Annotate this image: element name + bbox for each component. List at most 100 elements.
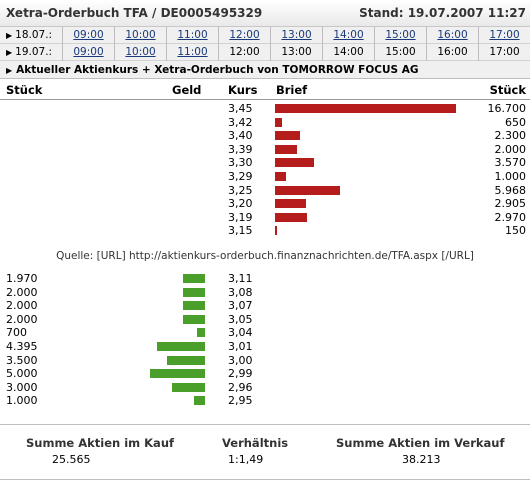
ask-price: 3,30 [228,156,253,170]
ask-row: 3,40 2.300 [0,129,530,143]
ask-row: 3,42 650 [0,116,530,130]
ask-volume-bar [275,199,307,209]
ask-volume-bar [275,117,283,127]
bid-volume-bar [183,287,205,297]
time-link[interactable]: 11:00 [166,44,218,61]
bid-row: 1.000 2,95 [0,394,530,408]
time-link[interactable]: 12:00 [218,27,270,44]
time-row-date: ▶ 18.07.: [6,29,52,41]
time-link[interactable]: 09:00 [62,27,114,44]
ask-row: 3,15 150 [0,224,530,238]
triangle-right-icon: ▶ [6,31,13,40]
bid-volume-bar [183,301,205,311]
ask-price: 3,29 [228,170,253,183]
column-headers: Stück Geld Kurs Brief Stück [0,81,530,100]
time-label: 13:00 [270,44,322,61]
bid-row: 4.395 3,01 [0,340,530,354]
ask-price: 3,40 [228,129,253,143]
bid-row: 5.000 2,99 [0,367,530,381]
ask-row: 3,19 2.970 [0,211,530,225]
ask-volume-bar [275,104,456,113]
bid-price: 2,99 [228,367,253,381]
ask-volume-bar [275,172,286,181]
bid-quantity: 3.000 [6,380,38,394]
bid-quantity: 2.000 [6,299,38,313]
ask-price: 3,42 [228,115,253,129]
ask-quantity: 2.300 [494,129,527,143]
ask-volume-bar [275,226,277,236]
ask-price: 3,45 [228,102,253,115]
time-link[interactable]: 14:00 [322,27,374,44]
ask-price: 3,39 [228,142,253,156]
time-link[interactable]: 16:00 [426,27,478,44]
ask-quantity: 2.905 [494,197,527,211]
bid-price: 3,01 [228,340,253,353]
summary-verkauf-value: 38.213 [402,453,441,466]
bid-volume-bar [156,342,205,351]
ask-row: 3,25 5.968 [0,184,530,198]
bid-row: 1.970 3,11 [0,272,530,286]
col-stueck-right: Stück [489,83,526,97]
time-link[interactable]: 10:00 [114,44,166,61]
time-label: 17:00 [478,44,530,61]
time-row-date: ▶ 19.07.: [6,46,52,58]
triangle-right-icon: ▶ [6,66,13,75]
bid-volume-bar [194,396,205,406]
ask-quantity: 3.570 [494,156,527,170]
bid-quantity: 1.000 [6,394,38,408]
bid-quantity: 1.970 [6,272,38,285]
bid-quantity: 3.500 [6,353,38,367]
bid-row: 3.000 2,96 [0,381,530,395]
time-link[interactable]: 09:00 [62,44,114,61]
page-title: Xetra-Orderbuch TFA / DE0005495329 [6,6,263,20]
ask-quantity: 16.700 [487,102,527,115]
time-label: 12:00 [218,44,270,61]
ask-row: 3,30 3.570 [0,156,530,170]
bid-volume-bar [150,369,205,379]
bid-volume-bar [166,355,205,365]
ask-volume-bar [275,144,297,154]
ask-volume-bar [275,185,340,195]
ask-quantity: 150 [505,224,526,238]
bid-price: 2,96 [228,380,253,394]
ask-price: 3,25 [228,183,253,197]
triangle-right-icon: ▶ [6,48,13,57]
bid-price: 3,04 [228,326,253,340]
ask-volume-bar [275,212,308,222]
bid-price: 3,08 [228,285,253,299]
time-row: ▶ 19.07.: 09:00 10:00 11:00 12:00 13:00 14:00 15… [0,44,530,61]
source-line: Quelle: [URL] http://aktienkurs-orderbuc… [56,250,474,262]
bid-quantity: 2.000 [6,312,38,326]
time-label: 16:00 [426,44,478,61]
ask-quantity: 2.970 [494,210,527,224]
date-label: 19.07.: [15,46,53,58]
time-label: 15:00 [374,44,426,61]
bid-price: 2,95 [228,394,253,408]
bid-row: 700 3,04 [0,326,530,340]
summary-verhaeltnis-label: Verhältnis [222,436,289,450]
bid-price: 3,07 [228,299,253,313]
ask-row: 3,39 2.000 [0,143,530,157]
bid-price: 3,11 [228,272,253,285]
bid-price: 3,05 [228,312,253,326]
section-heading[interactable]: ▶ Aktueller Aktienkurs + Xetra-Orderbuch … [0,61,530,79]
time-link[interactable]: 17:00 [478,27,530,44]
bid-price: 3,00 [228,353,253,367]
divider [0,424,530,425]
ask-quantity: 650 [505,115,526,129]
ask-price: 3,20 [228,197,253,211]
bid-quantity: 5.000 [6,367,38,381]
time-link[interactable]: 11:00 [166,27,218,44]
summary-kauf-value: 25.565 [52,453,91,466]
ask-row: 3,29 1.000 [0,170,530,184]
col-kurs: Kurs [228,83,258,97]
ask-quantity: 2.000 [494,142,527,156]
date-label: 18.07.: [15,29,53,41]
col-geld: Geld [172,83,202,97]
summary-kauf-label: Summe Aktien im Kauf [26,436,175,450]
col-brief: Brief [276,83,308,97]
time-link[interactable]: 15:00 [374,27,426,44]
time-link[interactable]: 13:00 [270,27,322,44]
ask-price: 3,19 [228,210,253,224]
time-link[interactable]: 10:00 [114,27,166,44]
